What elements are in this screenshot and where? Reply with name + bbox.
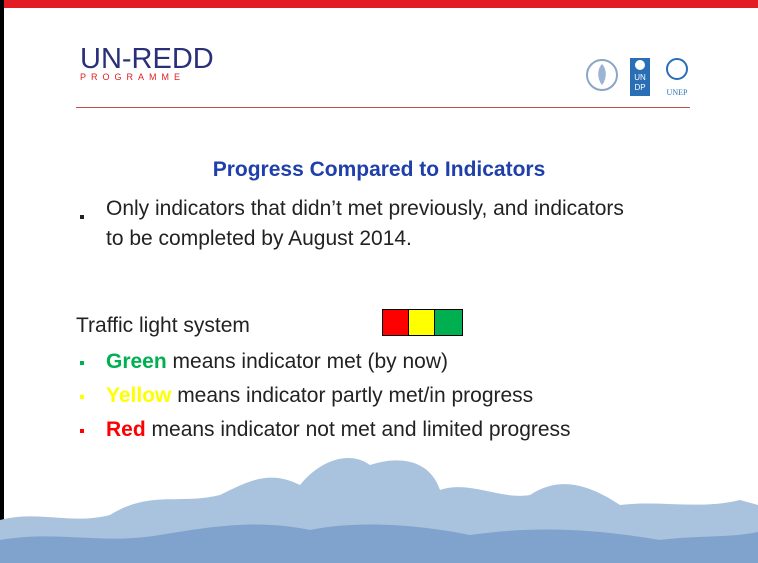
undp-logo xyxy=(630,58,650,96)
left-border xyxy=(0,0,4,563)
fao-wheat xyxy=(598,64,606,85)
bullet-marker xyxy=(80,429,84,433)
traffic-light xyxy=(382,309,463,336)
top-bar xyxy=(0,0,758,8)
legend-item: Yellow means indicator partly met/in pro… xyxy=(106,381,533,411)
logo-name: UN-REDD xyxy=(80,43,214,75)
undp-emblem xyxy=(635,60,645,70)
bullet-marker xyxy=(80,215,84,219)
forest-silhouette xyxy=(0,457,758,563)
traffic-light-cell xyxy=(435,310,462,335)
legend-text: means indicator not met and limited prog… xyxy=(145,418,571,441)
partner-logos: UN DP UNEP xyxy=(586,58,688,97)
legend-word: Green xyxy=(106,350,167,373)
slide-title: Progress Compared to Indicators xyxy=(212,158,546,181)
traffic-light-cell xyxy=(409,310,435,335)
bullet-marker xyxy=(80,395,84,399)
unep-logo xyxy=(666,58,688,80)
bullet-text: Only indicators that didn’t met previous… xyxy=(106,197,624,250)
header-rule xyxy=(76,107,690,108)
forest-front xyxy=(0,524,758,563)
undp-top: UN xyxy=(634,73,646,82)
legend-item: Red means indicator not met and limited … xyxy=(106,415,571,445)
legend-text: means indicator partly met/in progress xyxy=(171,384,534,407)
traffic-light-label: Traffic light system xyxy=(76,314,250,337)
legend-item: Green means indicator met (by now) xyxy=(106,347,448,377)
undp-bottom: DP xyxy=(634,83,645,92)
traffic-light-cell xyxy=(383,310,409,335)
legend-word: Yellow xyxy=(106,384,172,407)
logo-subtitle: PROGRAMME xyxy=(80,72,186,82)
unep-label: UNEP xyxy=(667,88,688,97)
logo: UN-REDD PROGRAMME xyxy=(80,44,214,82)
legend-text: means indicator met (by now) xyxy=(166,350,448,373)
bullet-marker xyxy=(80,361,84,365)
legend-word: Red xyxy=(106,418,146,441)
